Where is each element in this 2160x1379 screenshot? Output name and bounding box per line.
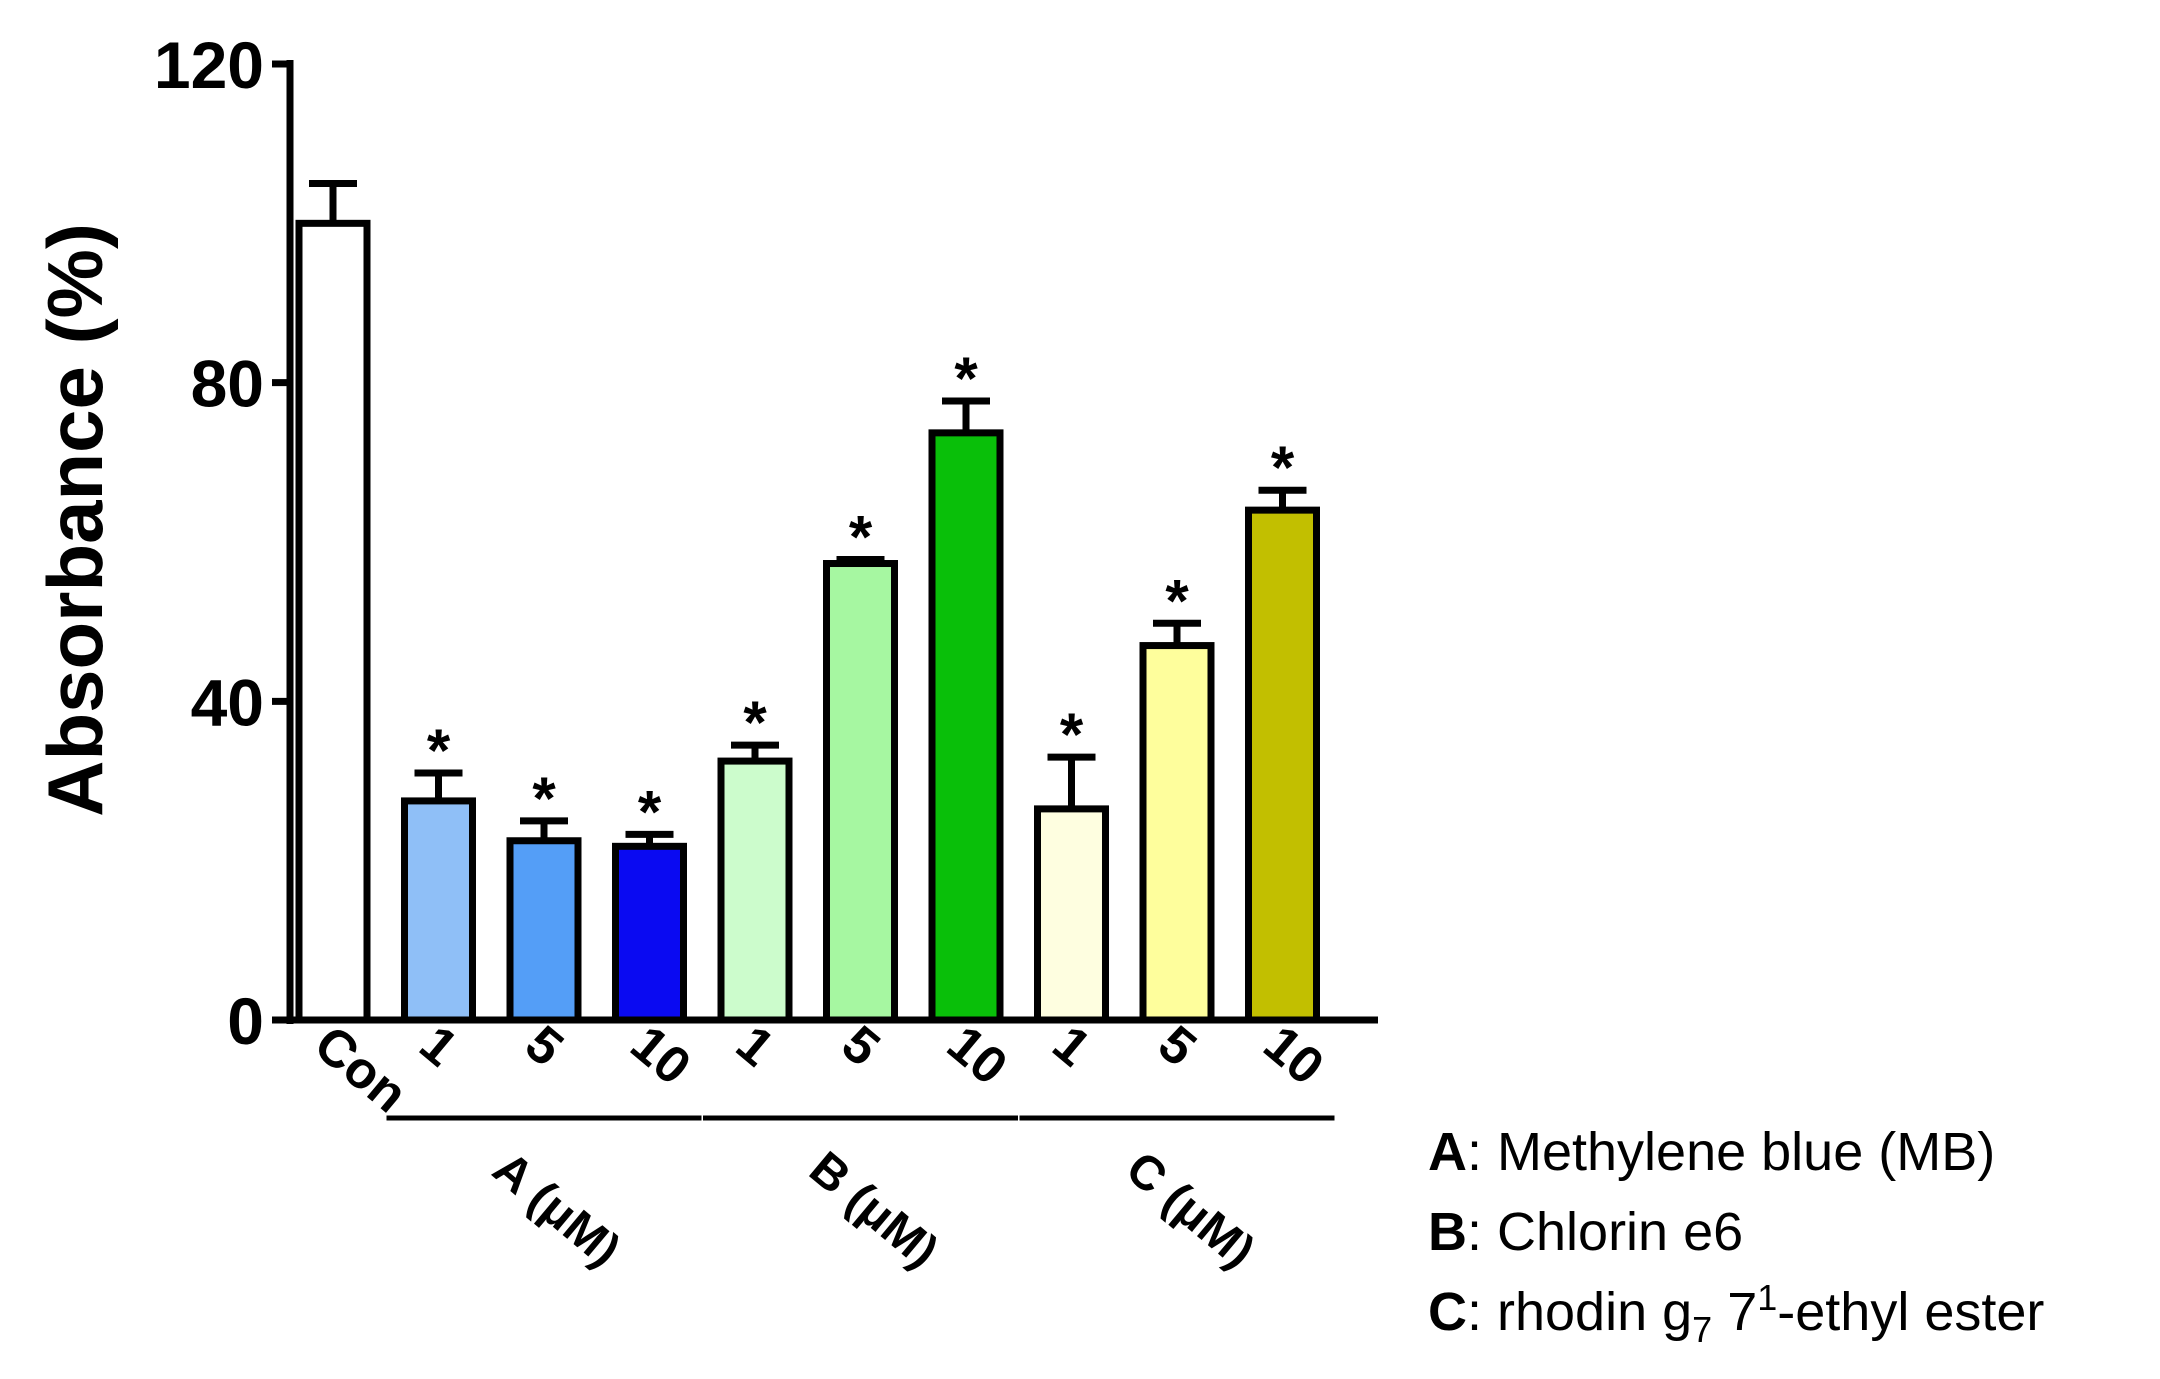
bar-7 bbox=[1034, 805, 1109, 1024]
bar-2 bbox=[506, 837, 582, 1024]
category-label-4: 1 bbox=[725, 1015, 784, 1078]
y-axis-title: Absorbance (%) bbox=[31, 223, 119, 817]
significance-star-1: * bbox=[427, 717, 451, 784]
bar-8 bbox=[1139, 642, 1215, 1024]
significance-star-9: * bbox=[1271, 434, 1295, 501]
group-label-1: B (μM) bbox=[799, 1142, 947, 1279]
significance-star-8: * bbox=[1165, 567, 1189, 634]
legend-key-c: C bbox=[1428, 1282, 1467, 1342]
legend-subscript-c: 7 bbox=[1692, 1309, 1712, 1350]
category-label-1: 1 bbox=[409, 1015, 468, 1078]
legend: A: Methylene blue (MB) B: Chlorin e6 C: … bbox=[1428, 1122, 2044, 1350]
legend-label-c: : rhodin g bbox=[1467, 1282, 1692, 1342]
category-label-3: 10 bbox=[620, 1015, 702, 1097]
category-label-8: 5 bbox=[1147, 1015, 1206, 1078]
bar-0 bbox=[295, 219, 371, 1024]
y-tick-label-3: 120 bbox=[154, 28, 264, 102]
legend-label-b: : Chlorin e6 bbox=[1467, 1202, 1743, 1262]
legend-item-a: A: Methylene blue (MB) bbox=[1428, 1122, 1995, 1182]
significance-star-3: * bbox=[638, 778, 662, 845]
legend-label-a: : Methylene blue (MB) bbox=[1467, 1122, 1995, 1182]
significance-star-7: * bbox=[1060, 701, 1084, 768]
significance-star-6: * bbox=[954, 345, 978, 412]
category-label-6: 10 bbox=[936, 1015, 1018, 1097]
bars: * * * * * * * * * bbox=[295, 180, 1320, 1024]
bar-5 bbox=[823, 560, 898, 1024]
bar-1 bbox=[401, 797, 476, 1024]
y-tick-label-1: 40 bbox=[191, 665, 264, 739]
legend-label-c-pre: 7 bbox=[1712, 1282, 1757, 1342]
category-label-7: 1 bbox=[1042, 1015, 1101, 1078]
group-label-2: C (μM) bbox=[1116, 1142, 1264, 1279]
category-label-5: 5 bbox=[831, 1015, 890, 1078]
significance-star-4: * bbox=[743, 689, 767, 756]
legend-superscript-c: 1 bbox=[1757, 1277, 1777, 1318]
y-tick-label-0: 0 bbox=[227, 984, 264, 1058]
category-label-0: Con bbox=[303, 1015, 418, 1124]
legend-item-c: C: rhodin g7 71-ethyl ester bbox=[1428, 1277, 2044, 1350]
legend-key-a: A bbox=[1428, 1122, 1467, 1182]
legend-key-b: B bbox=[1428, 1202, 1467, 1262]
bar-6 bbox=[928, 429, 1004, 1024]
legend-item-b: B: Chlorin e6 bbox=[1428, 1202, 1743, 1262]
category-label-2: 5 bbox=[514, 1015, 573, 1078]
y-tick-label-2: 80 bbox=[191, 347, 264, 421]
category-label-9: 10 bbox=[1253, 1015, 1335, 1097]
bar-3 bbox=[612, 842, 687, 1024]
significance-star-2: * bbox=[532, 765, 556, 832]
bar-9 bbox=[1245, 506, 1320, 1024]
legend-label-c-tail: -ethyl ester bbox=[1777, 1282, 2044, 1342]
significance-star-5: * bbox=[849, 504, 873, 571]
y-axis: 0 40 80 120 bbox=[154, 28, 294, 1058]
bar-4 bbox=[717, 757, 793, 1024]
group-label-0: A (μM) bbox=[483, 1142, 630, 1277]
group-brackets: A (μM) B (μM) C (μM) bbox=[386, 1115, 1335, 1279]
